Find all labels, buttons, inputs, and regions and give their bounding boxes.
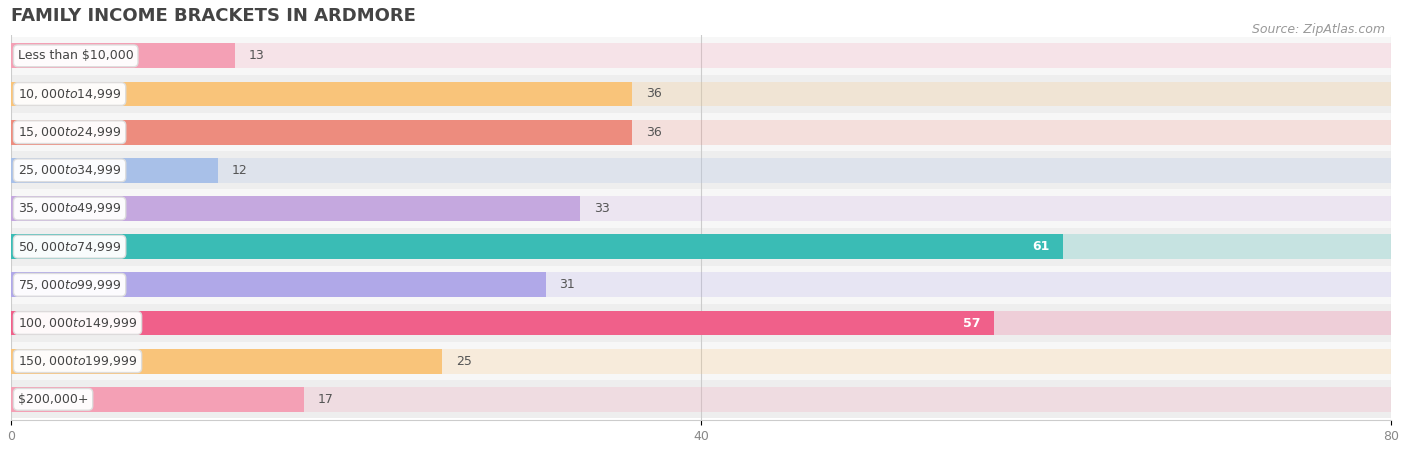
Bar <box>11 272 1391 297</box>
Bar <box>11 158 218 183</box>
FancyBboxPatch shape <box>11 380 1391 419</box>
FancyBboxPatch shape <box>11 304 1391 342</box>
Text: 25: 25 <box>456 355 472 368</box>
Text: Source: ZipAtlas.com: Source: ZipAtlas.com <box>1251 22 1385 36</box>
Text: $150,000 to $199,999: $150,000 to $199,999 <box>18 354 138 368</box>
Bar <box>11 387 304 412</box>
Bar <box>11 120 631 144</box>
FancyBboxPatch shape <box>11 75 1391 113</box>
Text: 17: 17 <box>318 393 333 406</box>
Text: 12: 12 <box>232 164 247 177</box>
FancyBboxPatch shape <box>11 228 1391 266</box>
Text: $50,000 to $74,999: $50,000 to $74,999 <box>18 240 121 254</box>
Text: $200,000+: $200,000+ <box>18 393 89 406</box>
Bar <box>11 43 1391 68</box>
Bar <box>11 310 1391 335</box>
Text: $15,000 to $24,999: $15,000 to $24,999 <box>18 125 121 139</box>
Bar <box>11 120 1391 144</box>
FancyBboxPatch shape <box>11 151 1391 189</box>
FancyBboxPatch shape <box>11 189 1391 228</box>
Bar <box>11 196 581 221</box>
Bar <box>11 272 546 297</box>
Text: $35,000 to $49,999: $35,000 to $49,999 <box>18 202 121 216</box>
Text: $10,000 to $14,999: $10,000 to $14,999 <box>18 87 121 101</box>
FancyBboxPatch shape <box>11 266 1391 304</box>
Text: FAMILY INCOME BRACKETS IN ARDMORE: FAMILY INCOME BRACKETS IN ARDMORE <box>11 7 416 25</box>
Bar <box>11 158 1391 183</box>
Bar <box>11 349 1391 374</box>
FancyBboxPatch shape <box>11 342 1391 380</box>
Text: $25,000 to $34,999: $25,000 to $34,999 <box>18 163 121 177</box>
Text: 33: 33 <box>595 202 610 215</box>
Text: 61: 61 <box>1032 240 1049 253</box>
Bar <box>11 43 235 68</box>
Bar <box>11 234 1063 259</box>
Text: 13: 13 <box>249 50 264 63</box>
Bar <box>11 349 443 374</box>
Text: 36: 36 <box>645 87 662 100</box>
Text: Less than $10,000: Less than $10,000 <box>18 50 134 63</box>
FancyBboxPatch shape <box>11 37 1391 75</box>
Bar <box>11 310 994 335</box>
Bar <box>11 234 1391 259</box>
Text: $100,000 to $149,999: $100,000 to $149,999 <box>18 316 138 330</box>
Text: 57: 57 <box>963 316 980 329</box>
Text: 31: 31 <box>560 279 575 291</box>
Bar <box>11 81 631 106</box>
Bar <box>11 196 1391 221</box>
Bar <box>11 81 1391 106</box>
FancyBboxPatch shape <box>11 113 1391 151</box>
Text: 36: 36 <box>645 126 662 139</box>
Bar <box>11 387 1391 412</box>
Text: $75,000 to $99,999: $75,000 to $99,999 <box>18 278 121 292</box>
